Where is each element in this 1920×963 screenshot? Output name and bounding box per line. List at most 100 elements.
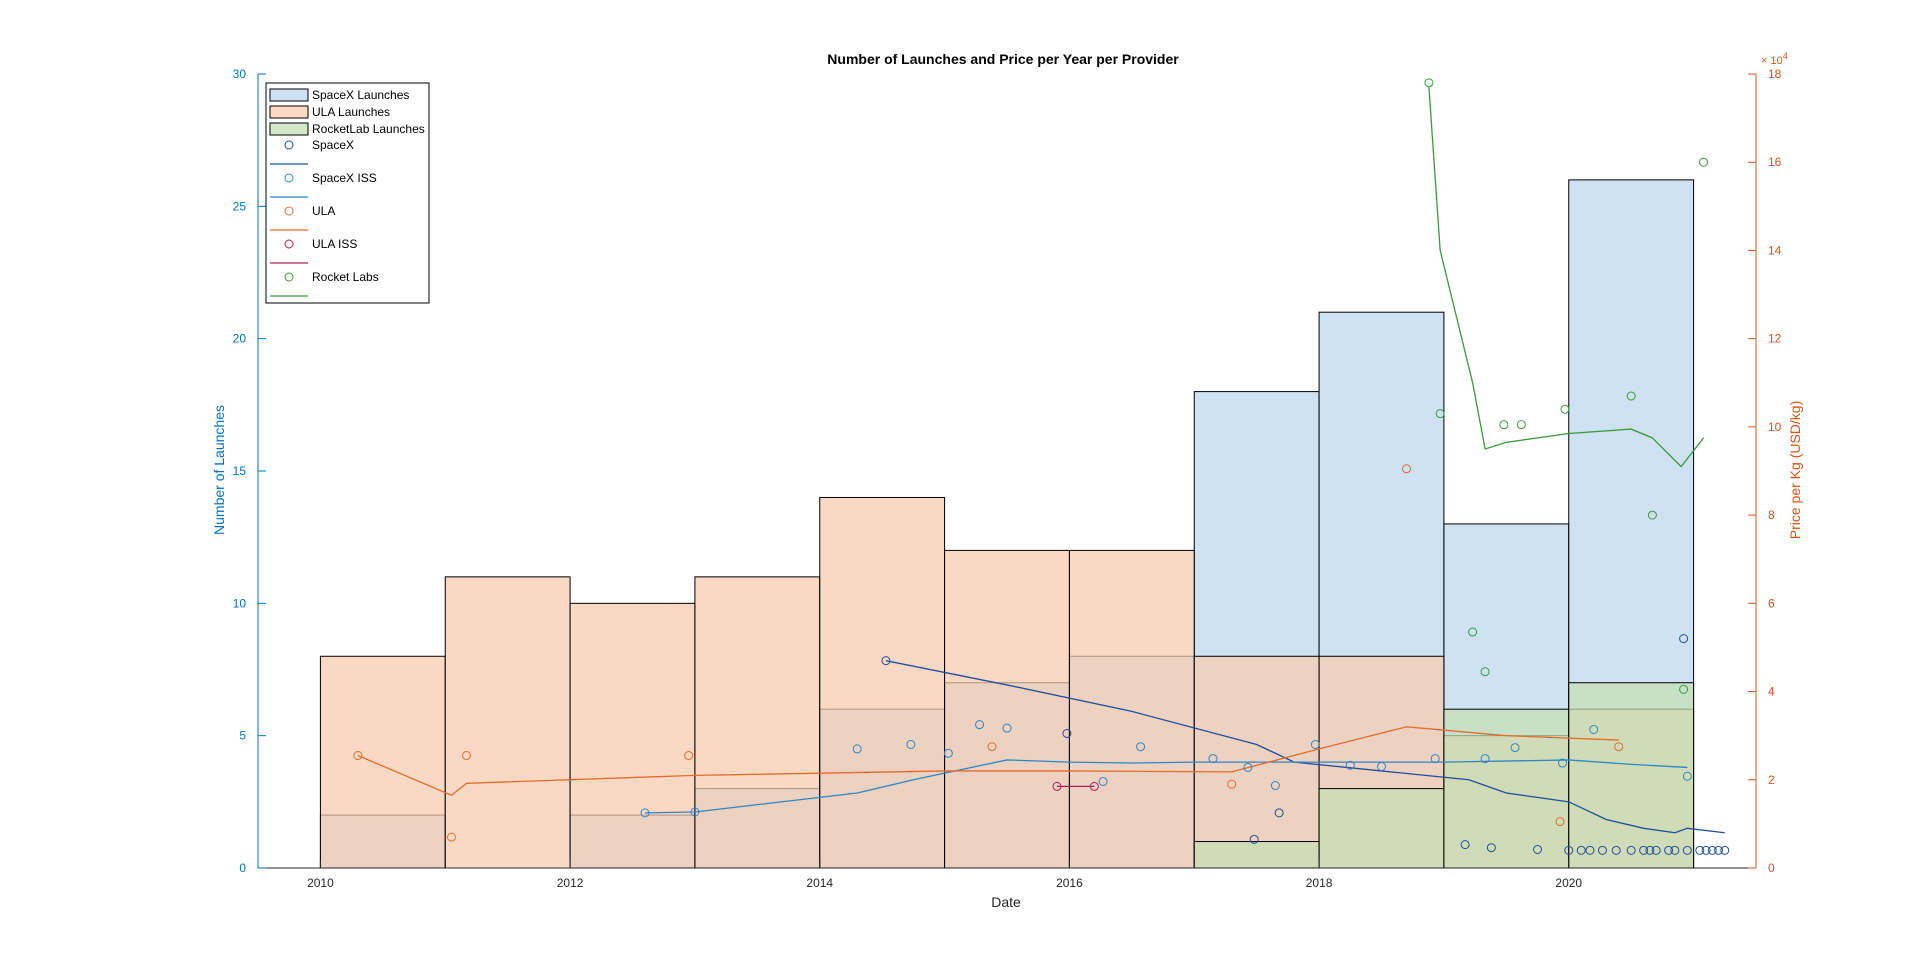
right-axis-exponent-base: × 10 xyxy=(1761,55,1783,67)
y-right-tick-label-2: 2 xyxy=(1768,773,1775,787)
y-axis-label-left: Number of Launches xyxy=(211,405,227,535)
y-right-tick-label-18: 18 xyxy=(1768,67,1782,81)
bar-ula-2011 xyxy=(444,576,571,869)
x-tick-label-2018: 2018 xyxy=(1306,876,1333,890)
point-spacex-iss-14 xyxy=(1377,762,1386,772)
point-rocketlab-9 xyxy=(1679,684,1689,694)
point-rocketlab-6 xyxy=(1560,404,1570,414)
point-ula-1 xyxy=(446,832,456,842)
point-rocketlab-2 xyxy=(1468,627,1478,637)
chart-legend: SpaceX Launches ULA Launches RocketLab Lau… xyxy=(265,82,430,304)
y-left-tick-label-30: 30 xyxy=(233,67,247,81)
point-spacex-11 xyxy=(1597,845,1607,855)
right-axis-exponent-power: 4 xyxy=(1783,51,1788,61)
point-spacex-20 xyxy=(1695,845,1705,855)
ticks-layer: 2010 2012 2014 2016 2018 2020 0 5 10 15 20 25 30 0 2 4 6… xyxy=(233,67,1782,890)
point-spacex-24 xyxy=(1720,845,1730,855)
point-spacex-iss-11 xyxy=(1270,781,1280,791)
legend-label-rocketlab: RocketLab Launches xyxy=(312,122,425,136)
point-spacex-iss-1 xyxy=(690,807,700,817)
y-left-tick-label-10: 10 xyxy=(233,596,247,610)
chart-title: Number of Launches and Price per Year pe… xyxy=(827,51,1179,67)
point-spacex-iss-0 xyxy=(640,808,650,818)
point-spacex-iss-7 xyxy=(1098,777,1108,787)
x-tick-label-2014: 2014 xyxy=(806,876,833,890)
price-lines-layer xyxy=(357,87,1725,834)
point-spacex-1 xyxy=(1062,728,1072,738)
point-spacex-15 xyxy=(1645,845,1655,855)
point-ula-4 xyxy=(987,742,997,752)
point-rocketlab-7 xyxy=(1626,391,1636,401)
point-spacex-iss-17 xyxy=(1510,743,1520,753)
point-ula-2 xyxy=(461,751,471,761)
point-ula-8 xyxy=(1614,742,1624,752)
x-axis-label: Date xyxy=(991,894,1021,910)
x-tick-label-2020: 2020 xyxy=(1555,876,1582,890)
y-left-tick-label-5: 5 xyxy=(239,729,246,743)
point-spacex-22 xyxy=(1707,845,1717,855)
legend-label-ula: ULA Launches xyxy=(312,105,390,119)
point-spacex-8 xyxy=(1564,845,1574,855)
right-axis-exponent: × 104 xyxy=(1761,51,1788,67)
legend-marker-spacex xyxy=(284,140,294,150)
price-markers-layer xyxy=(353,78,1730,855)
point-spacex-iss-3 xyxy=(906,739,916,749)
point-spacex-iss-12 xyxy=(1310,739,1320,749)
point-spacex-iss-10 xyxy=(1243,762,1253,772)
point-spacex-5 xyxy=(1460,840,1470,850)
legend-label-spacex: SpaceX Launches xyxy=(312,88,409,102)
point-spacex-iss-8 xyxy=(1136,742,1146,752)
point-spacex-iss-2 xyxy=(852,744,862,754)
y-left-tick-label-20: 20 xyxy=(233,332,247,346)
point-ula-7 xyxy=(1555,817,1565,827)
bar-rocketlab-2019 xyxy=(1443,708,1570,869)
point-ula-iss-1 xyxy=(1089,781,1099,791)
point-spacex-2 xyxy=(1249,834,1259,844)
point-rocketlab-5 xyxy=(1516,420,1526,430)
point-spacex-iss-4 xyxy=(943,748,953,758)
point-ula-iss-0 xyxy=(1052,781,1062,791)
bar-ula-2015 xyxy=(944,549,1070,869)
point-spacex-17 xyxy=(1664,845,1674,855)
point-spacex-iss-6 xyxy=(1002,723,1012,733)
legend-label-ula: ULA xyxy=(312,204,335,218)
point-spacex-19 xyxy=(1682,845,1692,855)
point-spacex-iss-20 xyxy=(1682,771,1692,781)
bar-rocketlab-2017 xyxy=(1193,841,1320,869)
point-spacex-12 xyxy=(1611,845,1621,855)
point-rocketlab-10 xyxy=(1699,157,1709,167)
legend-label-ula-iss: ULA ISS xyxy=(312,237,357,251)
point-spacex-4 xyxy=(1679,634,1689,644)
trend-line-spacex-iss xyxy=(644,759,1688,814)
point-ula-6 xyxy=(1401,464,1411,474)
point-spacex-iss-9 xyxy=(1208,754,1218,764)
point-spacex-iss-19 xyxy=(1589,724,1599,734)
point-spacex-9 xyxy=(1576,845,1586,855)
x-tick-label-2010: 2010 xyxy=(307,876,334,890)
point-spacex-14 xyxy=(1639,845,1649,855)
bar-ula-2016 xyxy=(1068,549,1195,869)
point-spacex-iss-13 xyxy=(1345,760,1355,770)
legend-label-spacex-iss: SpaceX ISS xyxy=(312,171,377,185)
point-spacex-21 xyxy=(1701,845,1711,855)
point-spacex-10 xyxy=(1585,845,1595,855)
bar-ula-2010 xyxy=(319,655,446,869)
legend-marker-rocketlab xyxy=(284,272,294,282)
point-spacex-3 xyxy=(1274,808,1284,818)
point-rocketlab-0 xyxy=(1424,78,1434,88)
legend-swatch-rocketlab xyxy=(269,122,309,136)
legend-marker-ula xyxy=(284,206,294,216)
trend-line-rocketlab xyxy=(1428,87,1705,468)
legend-label-spacex: SpaceX xyxy=(312,138,354,152)
point-ula-0 xyxy=(353,751,363,761)
point-spacex-iss-16 xyxy=(1480,754,1490,764)
point-spacex-iss-15 xyxy=(1430,754,1440,764)
point-spacex-6 xyxy=(1486,843,1496,853)
y-right-tick-label-4: 4 xyxy=(1768,685,1775,699)
point-spacex-18 xyxy=(1670,845,1680,855)
legend-swatch-spacex xyxy=(269,88,309,102)
y-right-tick-label-10: 10 xyxy=(1768,420,1782,434)
bar-rocketlab-2018 xyxy=(1318,788,1445,869)
legend-marker-ula-iss xyxy=(284,239,294,249)
